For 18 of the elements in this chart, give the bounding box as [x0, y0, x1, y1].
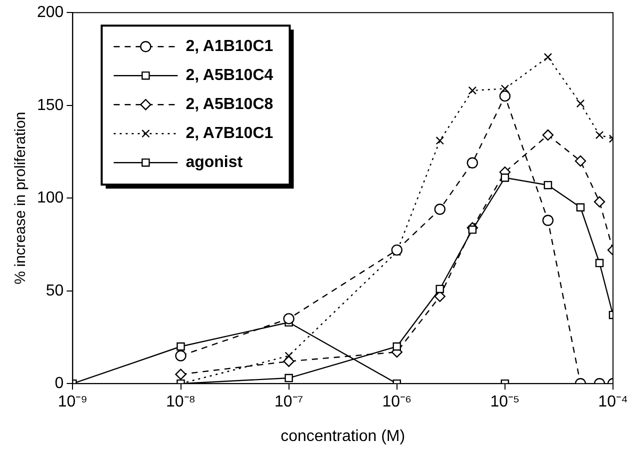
x-axis-title: concentration (M): [280, 428, 406, 445]
x-tick-label: 10⁻⁵: [490, 394, 520, 411]
x-tick-label: 10⁻⁸: [166, 394, 196, 411]
legend-label: 2, A5B10C8: [186, 96, 274, 114]
legend-label: 2, A1B10C1: [186, 38, 274, 56]
legend-label: 2, A5B10C4: [186, 67, 274, 84]
y-tick-label: 50: [46, 282, 64, 300]
x-tick-label: 10⁻⁷: [274, 394, 304, 411]
y-tick-label: 0: [54, 375, 64, 392]
x-tick-label: 10⁻⁶: [382, 394, 412, 411]
x-tick-label: 10⁻⁴: [598, 394, 628, 411]
y-axis-title: % increase in proliferation: [12, 112, 30, 284]
y-tick-label: 150: [36, 96, 64, 114]
legend-label: 2, A7B10C1: [186, 125, 274, 142]
y-tick-label: 200: [36, 4, 64, 22]
legend-label: agonist: [186, 154, 244, 172]
x-tick-label: 10⁻⁹: [58, 394, 88, 411]
y-tick-label: 100: [36, 190, 64, 207]
